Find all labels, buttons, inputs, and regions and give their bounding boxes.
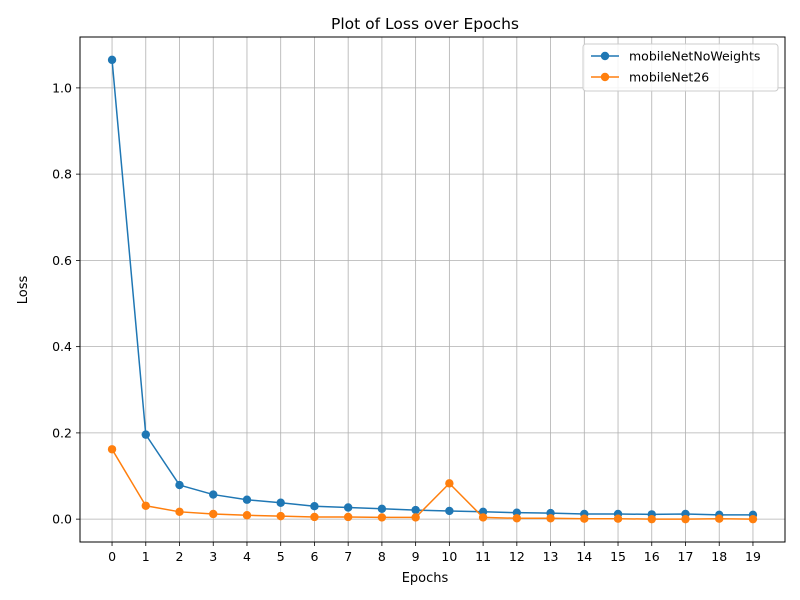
legend-item: mobileNet26: [591, 70, 709, 85]
y-tick-label: 0.0: [52, 512, 72, 527]
data-point: [209, 490, 218, 499]
data-point: [310, 512, 319, 522]
x-tick-label: 16: [644, 549, 660, 564]
y-tick-label: 1.0: [52, 80, 72, 95]
data-point: [411, 505, 420, 515]
data-point: [411, 513, 420, 522]
data-point: [107, 55, 117, 65]
data-point: [141, 430, 150, 439]
data-point: [276, 511, 285, 521]
y-axis-ticks: 0.0 0.2 0.4 0.6 0.8 1.0: [52, 80, 80, 527]
series-mobileNet26: [107, 445, 758, 524]
y-tick-label: 0.2: [52, 425, 72, 440]
y-axis-label: Loss: [16, 276, 31, 305]
data-point: [175, 507, 184, 517]
x-tick-label: 12: [509, 549, 525, 564]
x-tick-label: 1: [142, 549, 150, 564]
data-point: [141, 501, 150, 510]
data-point: [310, 502, 319, 511]
x-tick-label: 5: [277, 549, 285, 564]
legend-label: mobileNetNoWeights: [629, 49, 760, 64]
data-point: [580, 514, 589, 523]
x-tick-label: 2: [176, 549, 184, 564]
x-tick-label: 15: [610, 549, 626, 564]
data-point: [175, 480, 184, 490]
data-point: [715, 514, 724, 523]
data-point: [512, 514, 522, 523]
x-tick-label: 11: [475, 549, 491, 564]
data-point: [445, 479, 454, 488]
series-layer: [107, 55, 758, 524]
data-point: [377, 504, 387, 513]
legend-item: mobileNetNoWeights: [591, 49, 760, 64]
legend-marker: [600, 72, 610, 82]
y-tick-label: 0.4: [52, 339, 72, 354]
x-tick-label: 17: [678, 549, 694, 564]
data-point: [209, 509, 218, 519]
data-point: [478, 513, 488, 522]
data-point: [242, 511, 252, 520]
y-tick-label: 0.8: [52, 167, 72, 182]
data-point: [107, 445, 117, 454]
data-point: [681, 514, 690, 524]
y-tick-label: 0.6: [52, 253, 72, 268]
data-point: [377, 513, 387, 522]
x-axis-ticks: 0 1 2 3 4 5 6 7 8 9 10 11 12 13 14 15 16 17 18 19: [108, 542, 761, 564]
data-point: [748, 514, 758, 524]
legend-label: mobileNet26: [629, 70, 709, 85]
chart-title: Plot of Loss over Epochs: [331, 15, 519, 33]
x-tick-label: 19: [745, 549, 761, 564]
x-tick-label: 18: [711, 549, 727, 564]
data-point: [445, 506, 454, 516]
data-point: [613, 514, 623, 523]
x-tick-label: 8: [378, 549, 386, 564]
x-tick-label: 10: [441, 549, 457, 564]
x-tick-label: 3: [209, 549, 217, 564]
legend: mobileNetNoWeights mobileNet26: [582, 43, 779, 92]
data-point: [546, 514, 555, 523]
legend-marker: [600, 51, 610, 61]
data-point: [343, 503, 353, 512]
x-tick-label: 14: [576, 549, 592, 564]
plot-frame: [79, 36, 786, 543]
legend-box: [582, 43, 779, 92]
data-point: [647, 514, 656, 524]
x-tick-label: 0: [108, 549, 116, 564]
x-axis-label: Epochs: [402, 571, 449, 586]
series-line: [111, 448, 753, 520]
x-tick-label: 4: [243, 549, 251, 564]
x-tick-label: 6: [310, 549, 318, 564]
x-tick-label: 7: [344, 549, 352, 564]
series-line: [111, 59, 753, 516]
x-tick-label: 9: [412, 549, 420, 564]
data-point: [242, 495, 252, 504]
data-point: [343, 512, 353, 522]
data-point: [276, 498, 285, 507]
x-tick-label: 13: [543, 549, 559, 564]
